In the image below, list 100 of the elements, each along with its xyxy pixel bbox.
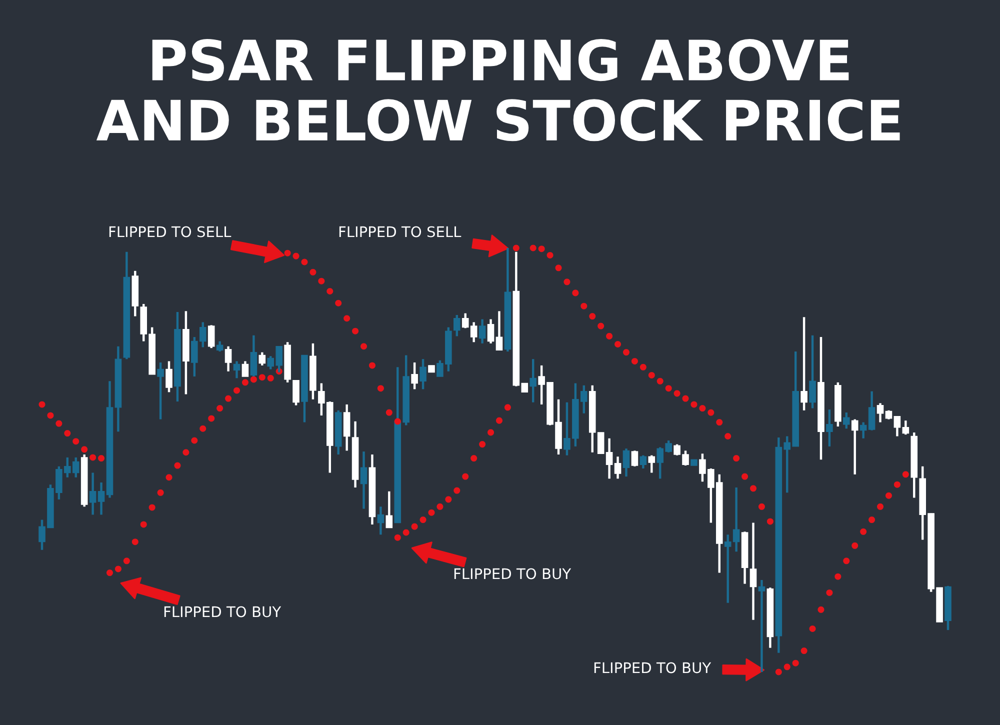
candlestick [98, 481, 105, 516]
candlestick [530, 358, 536, 404]
point [640, 364, 646, 370]
point [352, 328, 359, 334]
point [225, 395, 232, 402]
point [622, 349, 630, 356]
point [488, 429, 494, 436]
point [208, 415, 215, 422]
point [81, 446, 88, 453]
point [445, 496, 452, 503]
point [733, 455, 740, 462]
candlestick [606, 437, 613, 480]
point [648, 372, 655, 378]
point [885, 492, 892, 499]
point [292, 252, 300, 260]
point [504, 404, 511, 411]
point [589, 313, 596, 320]
point [546, 252, 554, 258]
candlestick [631, 450, 638, 468]
point [665, 385, 672, 392]
point [800, 648, 808, 654]
point [114, 566, 122, 572]
point [344, 315, 350, 322]
point [386, 409, 392, 416]
point [394, 534, 401, 541]
point [301, 258, 308, 266]
point [606, 332, 613, 340]
candlestick [360, 450, 368, 510]
chart-title: PSAR FLIPPING ABOVE AND BELOW STOCK PRICE [96, 39, 900, 142]
point [538, 246, 545, 252]
candlestick [420, 358, 426, 390]
point [258, 374, 266, 381]
annotation: FLIPPED TO BUY [454, 568, 572, 580]
point [742, 473, 748, 480]
candlestick [224, 345, 232, 372]
point [454, 487, 460, 494]
point [479, 441, 486, 448]
point [818, 606, 824, 613]
point [614, 340, 622, 348]
point [250, 376, 257, 383]
point [716, 419, 723, 426]
point [166, 474, 172, 481]
point [56, 420, 62, 427]
candlestick [860, 421, 867, 440]
point [894, 481, 900, 488]
point [708, 409, 714, 416]
point [318, 278, 325, 284]
candlestick [800, 316, 808, 412]
candlestick [614, 456, 622, 480]
candlestick [166, 360, 172, 394]
candlestick [386, 490, 393, 529]
candlestick [809, 334, 816, 410]
point [402, 529, 410, 536]
point [123, 558, 130, 564]
point [377, 385, 384, 392]
point [411, 523, 418, 530]
candlestick [157, 361, 164, 420]
point [682, 395, 689, 402]
point [72, 438, 80, 445]
candlestick [216, 340, 224, 353]
point [631, 358, 638, 364]
point [766, 518, 774, 525]
point [191, 437, 198, 444]
point [148, 504, 156, 511]
point [826, 589, 833, 596]
candlestick [622, 447, 630, 478]
point [98, 455, 105, 462]
candlestick [292, 379, 300, 406]
point [216, 405, 224, 412]
point [902, 471, 909, 478]
point [758, 503, 765, 510]
point [182, 449, 190, 456]
point [436, 503, 444, 510]
candlestick [487, 318, 494, 345]
candlestick [496, 310, 503, 352]
point [284, 250, 291, 256]
point [674, 390, 680, 397]
point [512, 244, 520, 252]
point [233, 387, 240, 394]
candlestick [648, 454, 656, 474]
candlestick [411, 361, 418, 390]
point [335, 300, 342, 306]
point [106, 570, 113, 576]
point [792, 660, 799, 666]
candlestick [377, 506, 384, 536]
candlestick [242, 360, 249, 378]
point [242, 379, 248, 386]
point [368, 362, 376, 369]
point [809, 625, 816, 632]
point [564, 278, 570, 286]
point [64, 430, 71, 437]
point [784, 664, 790, 670]
candlestick [750, 522, 757, 621]
point [530, 244, 536, 252]
candlestick [851, 418, 858, 476]
point [555, 264, 562, 272]
point [360, 343, 368, 350]
point [326, 288, 334, 295]
point [699, 405, 706, 412]
candlestick [258, 351, 266, 367]
